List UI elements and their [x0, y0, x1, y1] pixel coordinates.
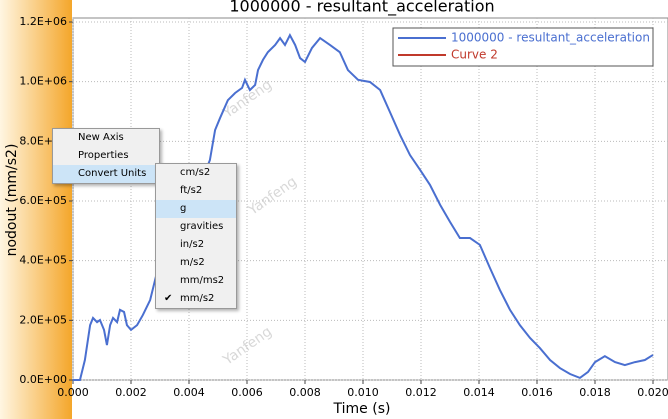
chart-title: 1000000 - resultant_acceleration — [229, 0, 494, 17]
y-tick-label: 6.0E+05 — [19, 194, 67, 207]
menu-item[interactable]: mm/ms2 — [180, 275, 225, 286]
menu-item[interactable]: g — [156, 200, 236, 218]
legend-label: Curve 2 — [451, 48, 498, 62]
y-axis-label: nodout (mm/s2) — [4, 144, 20, 257]
x-tick-label: 0.006 — [231, 386, 263, 399]
menu-item[interactable]: ✔ mm/s2 — [156, 290, 236, 308]
x-tick-label: 0.002 — [115, 386, 147, 399]
menu-item[interactable]: New Axis — [78, 132, 124, 143]
menu-item-label: mm/s2 — [180, 293, 215, 304]
y-tick-label: 1.0E+06 — [19, 75, 67, 88]
x-tick-label: 0.012 — [405, 386, 437, 399]
y-tick-label: 4.0E+05 — [19, 254, 67, 267]
menu-item[interactable]: in/s2 — [180, 239, 205, 250]
menu-item[interactable]: gravities — [180, 221, 224, 232]
menu-item[interactable]: cm/s2 — [180, 167, 211, 178]
context-menu: New Axis Properties Convert Units — [52, 128, 160, 184]
x-tick-label: 0.018 — [579, 386, 611, 399]
y-tick-label: 0.0E+00 — [19, 373, 67, 386]
menu-item[interactable]: Convert Units — [53, 165, 159, 183]
x-tick-label: 0.004 — [173, 386, 205, 399]
menu-item[interactable]: ft/s2 — [180, 185, 203, 196]
legend-box — [392, 27, 654, 67]
x-tick-label: 0.010 — [347, 386, 379, 399]
legend: 1000000 - resultant_acceleration Curve 2 — [392, 27, 654, 67]
menu-item[interactable]: Properties — [78, 150, 129, 161]
x-tick-label: 0.000 — [57, 386, 89, 399]
axis-band — [0, 0, 72, 419]
x-tick-label: 0.008 — [289, 386, 321, 399]
y-tick-label: 2.0E+05 — [19, 313, 67, 326]
y-tick-label: 1.2E+06 — [19, 15, 67, 28]
series-line — [73, 32, 654, 381]
submenu: cm/s2 ft/s2 g gravities in/s2 m/s2 mm/ms… — [155, 163, 237, 309]
x-tick-label: 0.014 — [463, 386, 495, 399]
x-tick-label: 0.016 — [521, 386, 553, 399]
x-axis-label: Time (s) — [333, 401, 391, 417]
x-tick-label: 0.020 — [637, 386, 668, 399]
checkmark: ✔ — [164, 293, 173, 304]
menu-item[interactable]: m/s2 — [180, 257, 205, 268]
legend-label: 1000000 - resultant_acceleration — [451, 31, 650, 45]
